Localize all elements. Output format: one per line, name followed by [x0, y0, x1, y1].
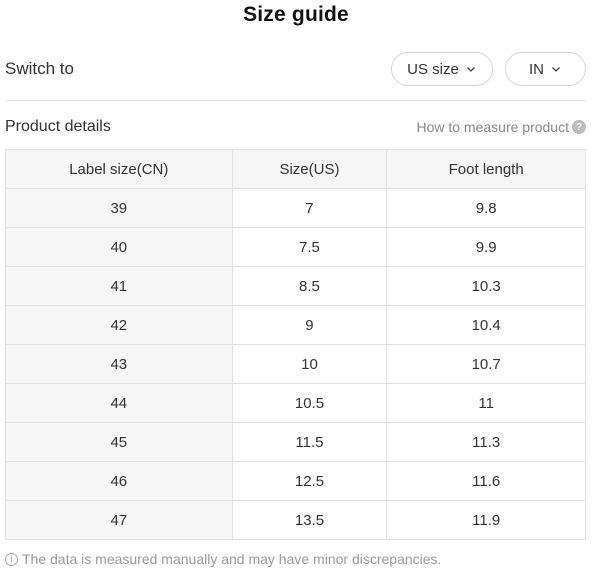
- size-system-value: US size: [407, 60, 459, 78]
- table-cell: 7: [231, 188, 388, 228]
- table-row: 43 10 10.7: [5, 344, 586, 384]
- switch-label: Switch to: [5, 59, 74, 78]
- table-cell: 43: [5, 344, 233, 384]
- size-table: Label size(CN) Size(US) Foot length 39 7 9…: [5, 149, 586, 540]
- table-cell: 9.9: [386, 227, 586, 267]
- size-system-dropdown[interactable]: US size: [391, 52, 493, 86]
- table-row: 42 9 10.4: [5, 305, 586, 345]
- table-cell: 9.8: [386, 188, 586, 228]
- table-row: 39 7 9.8: [5, 188, 586, 228]
- footnote-text: The data is measured manually and may ha…: [22, 551, 442, 567]
- table-row: 41 8.5 10.3: [5, 266, 586, 306]
- chevron-down-icon: [466, 67, 475, 72]
- table-cell: 11.6: [386, 461, 586, 501]
- info-icon: i: [5, 552, 18, 566]
- table-cell: 45: [5, 422, 233, 462]
- table-cell: 11.9: [386, 500, 586, 540]
- table-cell: 10: [231, 344, 388, 384]
- switch-row: Switch to US size IN: [5, 52, 586, 86]
- table-cell: 11: [386, 383, 586, 423]
- footnote: i The data is measured manually and may …: [5, 551, 441, 567]
- table-cell: 9: [231, 305, 388, 345]
- table-cell: 11.5: [231, 422, 388, 462]
- question-icon: ?: [572, 120, 586, 134]
- table-cell: 41: [5, 266, 233, 306]
- table-row: 45 11.5 11.3: [5, 422, 586, 462]
- chevron-down-icon: [552, 67, 560, 72]
- table-cell: 8.5: [231, 266, 388, 306]
- table-cell: 10.4: [386, 305, 586, 345]
- table-cell: 10.7: [386, 344, 586, 384]
- how-to-measure-link[interactable]: How to measure product ?: [416, 119, 586, 135]
- table-row: 46 12.5 11.6: [5, 461, 586, 501]
- table-cell: 40: [5, 227, 233, 267]
- how-to-measure-text: How to measure product: [416, 119, 569, 135]
- column-header: Foot length: [386, 149, 586, 189]
- table-header-row: Label size(CN) Size(US) Foot length: [5, 149, 586, 189]
- table-cell: 44: [5, 383, 233, 423]
- table-cell: 10.5: [231, 383, 388, 423]
- page-title: Size guide: [243, 3, 349, 26]
- unit-dropdown[interactable]: IN: [505, 52, 586, 86]
- table-cell: 12.5: [231, 461, 388, 501]
- product-details-label: Product details: [5, 118, 111, 135]
- table-cell: 13.5: [231, 500, 388, 540]
- table-cell: 10.3: [386, 266, 586, 306]
- table-row: 44 10.5 11: [5, 383, 586, 423]
- unit-value: IN: [529, 60, 544, 78]
- table-cell: 7.5: [231, 227, 388, 267]
- table-cell: 39: [5, 188, 233, 228]
- table-cell: 42: [5, 305, 233, 345]
- column-header: Size(US): [231, 149, 388, 189]
- column-header: Label size(CN): [5, 149, 233, 189]
- table-row: 47 13.5 11.9: [5, 500, 586, 540]
- table-cell: 47: [5, 500, 233, 540]
- table-row: 40 7.5 9.9: [5, 227, 586, 267]
- table-cell: 11.3: [386, 422, 586, 462]
- divider: [5, 100, 586, 101]
- table-cell: 46: [5, 461, 233, 501]
